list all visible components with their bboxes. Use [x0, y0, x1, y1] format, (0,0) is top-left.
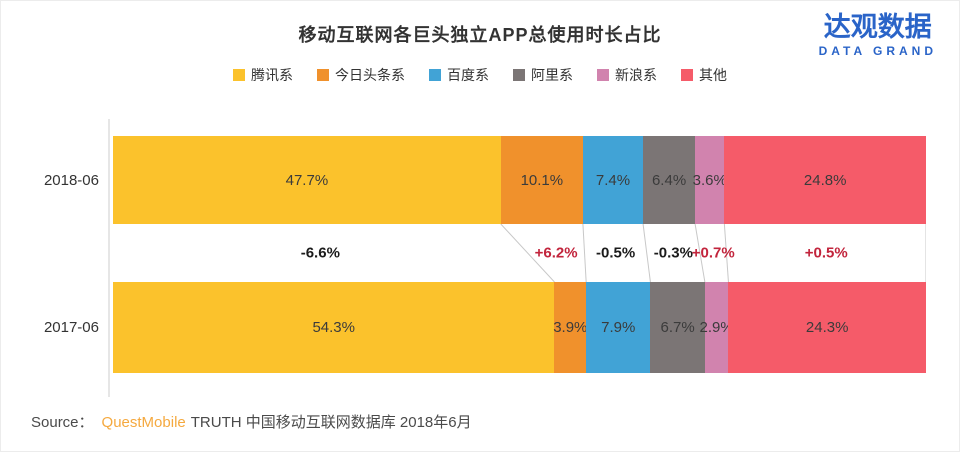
bar-segment-2017-4: 2.9% — [700, 282, 734, 373]
bar-segment-2017-2: 7.9% — [586, 282, 651, 373]
logo-text-en: DATA GRAND — [818, 44, 937, 58]
bar-segment-label: 24.3% — [805, 319, 849, 336]
row-label-2017-06: 2017-06 — [43, 319, 99, 336]
bar-segment-2017-0: 54.3% — [113, 282, 555, 373]
bar-segment-label: 6.7% — [660, 319, 695, 336]
bar-segment-2017-3: 6.7% — [650, 282, 705, 373]
legend-swatch-icon — [597, 69, 609, 81]
source-prefix: Source： — [31, 414, 94, 431]
source-brand: QuestMobile — [101, 414, 186, 431]
connector-lines — [113, 224, 926, 282]
connector-line-4 — [695, 224, 705, 282]
change-label-0: -6.6% — [300, 244, 340, 262]
change-label-1: +6.2% — [534, 244, 578, 262]
legend-item-4: 新浪系 — [597, 65, 657, 85]
change-label-3: -0.3% — [653, 244, 693, 262]
legend: 腾讯系 今日头条系 百度系 阿里系 新浪系 其他 — [1, 65, 959, 85]
bar-segment-2018-0: 47.7% — [113, 136, 501, 224]
source-line: Source： QuestMobile TRUTH 中国移动互联网数据库 2018年… — [31, 411, 472, 432]
bar-segment-label: 10.1% — [520, 171, 564, 189]
legend-item-3: 阿里系 — [513, 65, 573, 85]
connector-line-1 — [501, 224, 555, 282]
bar-segment-2018-3: 6.4% — [643, 136, 696, 224]
legend-label: 腾讯系 — [251, 67, 293, 83]
legend-swatch-icon — [681, 69, 693, 81]
bar-segment-label: 2.9% — [699, 319, 734, 336]
legend-swatch-icon — [429, 69, 441, 81]
legend-label: 新浪系 — [615, 67, 657, 83]
bar-segment-label: 47.7% — [285, 171, 329, 189]
legend-swatch-icon — [233, 69, 245, 81]
bar-segment-label: 54.3% — [312, 319, 355, 336]
logo-text-cn: 达观数据 — [823, 12, 932, 42]
bar-segment-label: 7.4% — [595, 171, 631, 189]
change-label-5: +0.5% — [804, 244, 848, 262]
connector-line-3 — [643, 224, 650, 282]
bar-segment-2018-4: 3.6% — [692, 136, 727, 224]
bar-2018-06: 47.7% 10.1% 7.4% 6.4% 3.6% 24.8% — [113, 136, 926, 224]
legend-swatch-icon — [513, 69, 525, 81]
y-axis-line — [108, 119, 110, 397]
bar-segment-label: 3.9% — [553, 319, 588, 336]
bar-segment-2018-1: 10.1% — [500, 136, 583, 224]
logo: 达观数据 DATA GRAND — [819, 11, 937, 58]
bar-segment-label: 24.8% — [803, 171, 847, 189]
row-label-2018-06: 2018-06 — [43, 172, 99, 189]
legend-item-0: 腾讯系 — [233, 65, 293, 85]
bar-segment-label: 7.9% — [601, 319, 636, 336]
bar-2017-06: 54.3% 3.9% 7.9% 6.7% 2.9% 24.3% — [113, 282, 926, 373]
change-label-2: -0.5% — [596, 244, 636, 262]
change-band: -6.6% +6.2% -0.5% -0.3% +0.7% +0.5% — [113, 224, 926, 282]
legend-label: 阿里系 — [531, 67, 573, 83]
bar-segment-2017-5: 24.3% — [728, 282, 926, 373]
legend-item-1: 今日头条系 — [317, 65, 405, 85]
change-label-4: +0.7% — [691, 244, 735, 262]
legend-label: 其他 — [699, 67, 727, 83]
bar-segment-label: 3.6% — [692, 171, 727, 189]
legend-swatch-icon — [317, 69, 329, 81]
bar-segment-2018-5: 24.8% — [724, 136, 926, 224]
legend-item-2: 百度系 — [429, 65, 489, 85]
bar-segment-2018-2: 7.4% — [582, 136, 644, 224]
bar-segment-2017-1: 3.9% — [553, 282, 588, 373]
chart-title: 移动互联网各巨头独立APP总使用时长占比 — [298, 25, 662, 45]
bar-segment-label: 6.4% — [651, 171, 687, 189]
legend-item-5: 其他 — [681, 65, 727, 85]
legend-label: 今日头条系 — [335, 67, 405, 83]
connector-line-5 — [724, 224, 728, 282]
connector-line-2 — [583, 224, 586, 282]
source-rest: TRUTH 中国移动互联网数据库 2018年6月 — [190, 414, 472, 431]
legend-label: 百度系 — [447, 67, 489, 83]
